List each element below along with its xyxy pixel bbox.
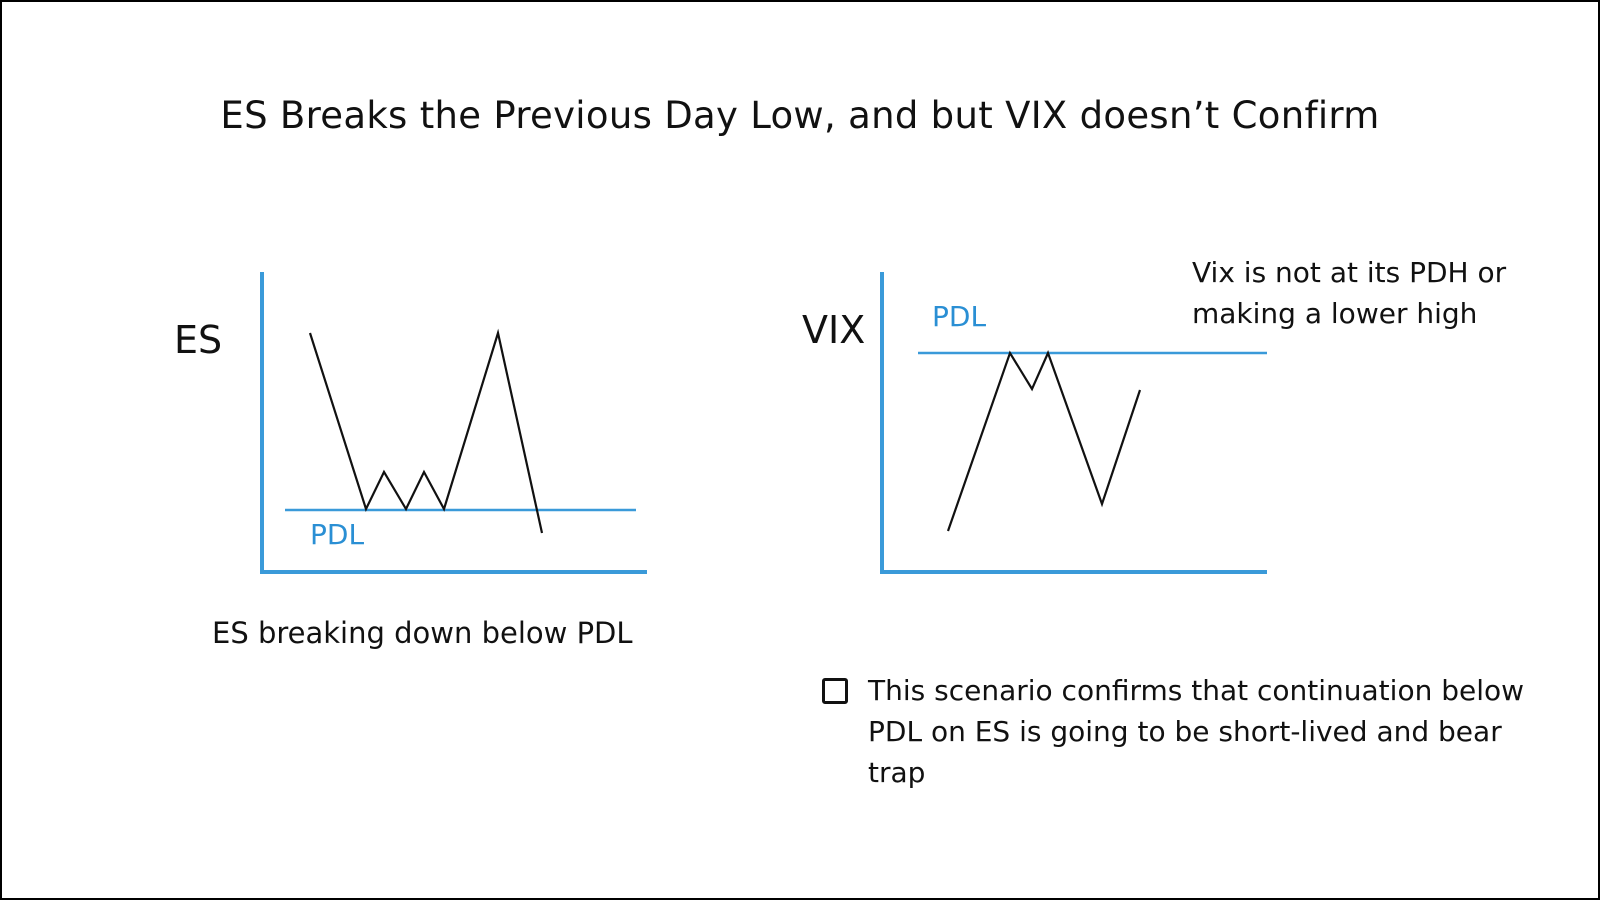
conclusion-text: This scenario confirms that continuation…	[868, 674, 1525, 789]
conclusion-checkbox[interactable]	[822, 678, 848, 704]
vix-axis	[880, 272, 1267, 574]
es-pdl-label: PDL	[310, 518, 365, 551]
vix-price-path	[946, 350, 1142, 532]
es-price-path	[308, 328, 544, 534]
es-caption: ES breaking down below PDL	[212, 616, 633, 650]
es-axis-label: ES	[174, 318, 223, 362]
page-title: ES Breaks the Previous Day Low, and but …	[220, 94, 1380, 137]
vix-axis-label: VIX	[802, 308, 866, 352]
es-axis	[260, 272, 647, 574]
vix-note: Vix is not at its PDH or making a lower …	[1192, 256, 1507, 330]
vix-pdl-label: PDL	[932, 300, 987, 333]
